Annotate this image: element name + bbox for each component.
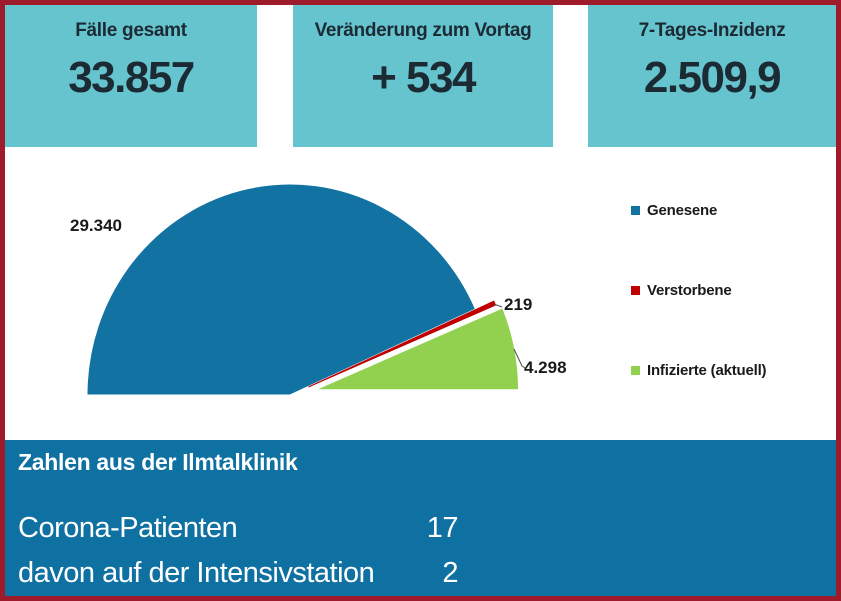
pie-slice-1 xyxy=(308,300,497,388)
legend-swatch-infizierte xyxy=(631,366,640,375)
kpi-card-veraenderung: Veränderung zum Vortag + 534 xyxy=(293,5,553,147)
legend-label: Verstorbene xyxy=(647,282,732,299)
legend-label: Infizierte (aktuell) xyxy=(647,362,767,379)
pie-slice-0 xyxy=(86,183,477,396)
kpi-title: Fälle gesamt xyxy=(75,20,187,41)
half-pie-chart: 29.340 219 4.298 xyxy=(70,183,567,396)
pie-slices xyxy=(86,183,520,396)
clinic-row-label: Corona-Patienten xyxy=(18,512,238,544)
kpi-title: 7-Tages-Inzidenz xyxy=(638,20,786,41)
kpi-value: + 534 xyxy=(371,53,476,102)
pie-slice-2 xyxy=(315,307,520,391)
kpi-value: 33.857 xyxy=(68,53,195,102)
slice-label-genesene: 29.340 xyxy=(70,216,122,235)
chart-area: 29.340 219 4.298 Genesene Verstorbene In… xyxy=(5,147,836,440)
kpi-card-inzidenz: 7-Tages-Inzidenz 2.509,9 xyxy=(588,5,836,147)
clinic-rows: Corona-Patienten 17 davon auf der Intens… xyxy=(5,506,836,596)
label-leader-line-infizierte xyxy=(513,348,526,369)
clinic-row-value: 17 xyxy=(426,512,459,544)
clinic-row-intensivstation: davon auf der Intensivstation 2 xyxy=(18,551,459,596)
legend-swatch-genesene xyxy=(631,206,640,215)
label-leader-line-verstorbene xyxy=(493,303,503,308)
clinic-row-label: davon auf der Intensivstation xyxy=(18,557,375,589)
clinic-panel: Zahlen aus der Ilmtalklinik Corona-Patie… xyxy=(5,440,836,596)
kpi-card-faelle-gesamt: Fälle gesamt 33.857 xyxy=(5,5,257,147)
legend-item-infizierte: Infizierte (aktuell) xyxy=(631,362,767,379)
slice-label-infizierte: 4.298 xyxy=(524,358,567,377)
slice-label-verstorbene: 219 xyxy=(504,295,532,314)
clinic-row-corona-patienten: Corona-Patienten 17 xyxy=(18,506,459,551)
legend-item-verstorbene: Verstorbene xyxy=(631,282,732,299)
legend-label: Genesene xyxy=(647,202,718,219)
clinic-row-value: 2 xyxy=(442,557,458,589)
kpi-title: Veränderung zum Vortag xyxy=(314,20,532,41)
kpi-value: 2.509,9 xyxy=(643,53,782,102)
legend-item-genesene: Genesene xyxy=(631,202,717,219)
clinic-header: Zahlen aus der Ilmtalklinik xyxy=(18,449,298,475)
legend-swatch-verstorbene xyxy=(631,286,640,295)
